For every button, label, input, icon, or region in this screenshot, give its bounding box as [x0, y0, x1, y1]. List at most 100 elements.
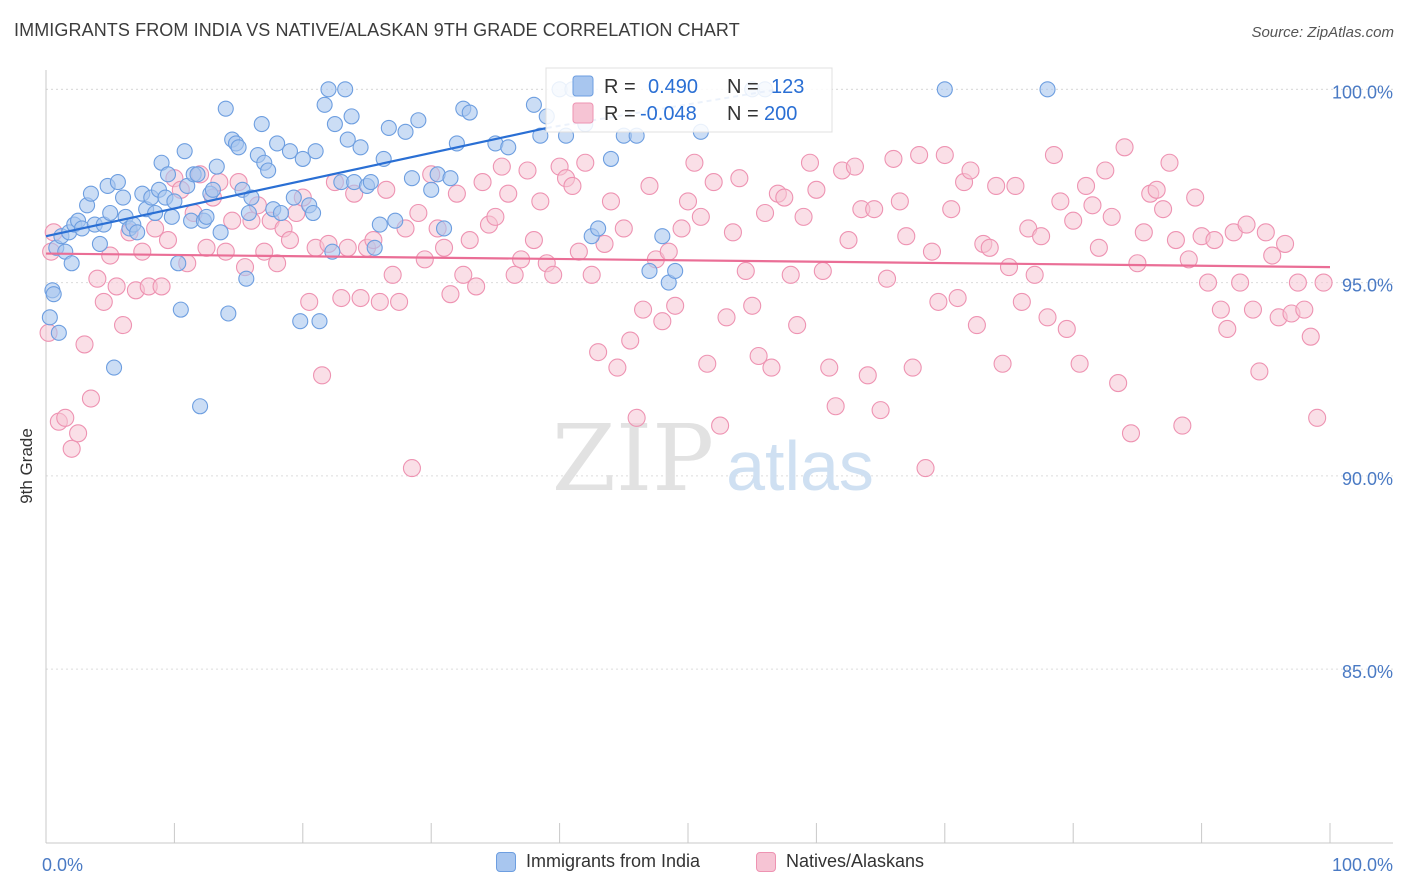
natives-point [1179, 250, 1198, 269]
natives-point [473, 173, 492, 192]
natives-point [640, 176, 659, 195]
bottom-legend-item-natives: Natives/Alaskans [756, 851, 924, 872]
natives-point [717, 308, 736, 327]
india-point [403, 170, 420, 187]
natives-point [1173, 416, 1192, 435]
india-point [343, 108, 360, 125]
natives-point [268, 254, 287, 273]
india-point [641, 262, 658, 280]
tick-labels: 85.0% 90.0% 95.0% 100.0% 0.0% 100.0% [42, 82, 1393, 875]
natives-point [743, 296, 762, 315]
natives-point [961, 161, 980, 180]
india-point [243, 189, 260, 206]
natives-point [916, 459, 935, 478]
natives-point [499, 184, 518, 203]
natives-point [1038, 308, 1057, 327]
x-tick-label-max: 100.0% [1332, 855, 1393, 875]
natives-point [75, 335, 94, 354]
india-point [352, 139, 369, 156]
natives-point [563, 176, 582, 195]
natives-point [107, 277, 126, 296]
natives-point [383, 265, 402, 284]
natives-point [653, 312, 672, 331]
india-point [326, 116, 343, 133]
natives-point [762, 358, 781, 377]
natives-point [216, 242, 235, 261]
natives-point [101, 246, 120, 265]
natives-point [1109, 374, 1128, 393]
india-point [1039, 81, 1056, 98]
natives-point [492, 157, 511, 176]
natives-point [313, 366, 332, 385]
india-point [281, 143, 299, 160]
india-point [212, 224, 229, 241]
natives-point [691, 207, 710, 226]
india-point [311, 313, 328, 330]
natives-point [685, 153, 704, 172]
natives-point [62, 439, 81, 458]
natives-point [1205, 231, 1224, 250]
natives-point [370, 292, 389, 311]
natives-point [1198, 273, 1218, 292]
natives-point [775, 188, 794, 207]
natives-point [338, 238, 357, 257]
india-point [129, 224, 146, 241]
natives-point [576, 153, 595, 172]
natives-point [56, 408, 75, 427]
natives-point [884, 149, 903, 168]
legend-swatch-blue [572, 75, 594, 97]
natives-point [980, 238, 999, 257]
india-point [320, 81, 337, 98]
natives-trend-line [45, 252, 1331, 269]
natives-point [704, 173, 723, 192]
natives-point [794, 207, 813, 226]
natives-point [1250, 362, 1269, 381]
natives-point [890, 192, 909, 211]
natives-point [865, 200, 884, 219]
natives-point [903, 358, 922, 377]
legend-swatch-pink [572, 102, 594, 124]
natives-point [1276, 234, 1295, 253]
natives-point [280, 231, 300, 250]
natives-point [666, 296, 685, 315]
india-point [50, 324, 67, 341]
india-point [532, 127, 549, 144]
natives-point [158, 231, 178, 250]
india-point [208, 158, 225, 175]
bottom-legend: Immigrants from India Natives/Alaskans [0, 851, 1406, 879]
india-point [316, 96, 333, 113]
india-point [106, 359, 123, 376]
watermark-atlas: atlas [726, 427, 874, 505]
india-point [176, 143, 193, 160]
natives-point [1115, 138, 1134, 157]
india-point [397, 123, 414, 140]
natives-point [614, 219, 633, 238]
axes [45, 70, 1393, 844]
natives-point [910, 145, 929, 165]
india-point [189, 166, 206, 183]
legend-n-label-2: N = [727, 103, 759, 125]
natives-point [698, 354, 717, 373]
natives-point [1218, 319, 1237, 339]
natives-point [441, 285, 460, 304]
chart-title: IMMIGRANTS FROM INDIA VS NATIVE/ALASKAN … [14, 20, 740, 40]
india-point [362, 174, 379, 191]
natives-point [800, 153, 820, 172]
natives-point [1102, 207, 1121, 226]
natives-point [723, 223, 742, 242]
natives-point [1083, 196, 1102, 215]
india-point [163, 208, 180, 225]
bottom-legend-swatch-pink [756, 851, 776, 872]
natives-point [351, 288, 370, 308]
immigrants-india-points [41, 81, 1056, 415]
india-point [292, 313, 309, 330]
natives-point [88, 269, 107, 288]
y-tick-label: 95.0% [1342, 276, 1393, 296]
natives-point [1134, 223, 1153, 242]
india-point [366, 239, 383, 256]
legend-r-value-1: 0.490 [648, 76, 698, 98]
natives-point [569, 242, 588, 261]
india-point [41, 309, 58, 326]
india-point [238, 270, 255, 287]
